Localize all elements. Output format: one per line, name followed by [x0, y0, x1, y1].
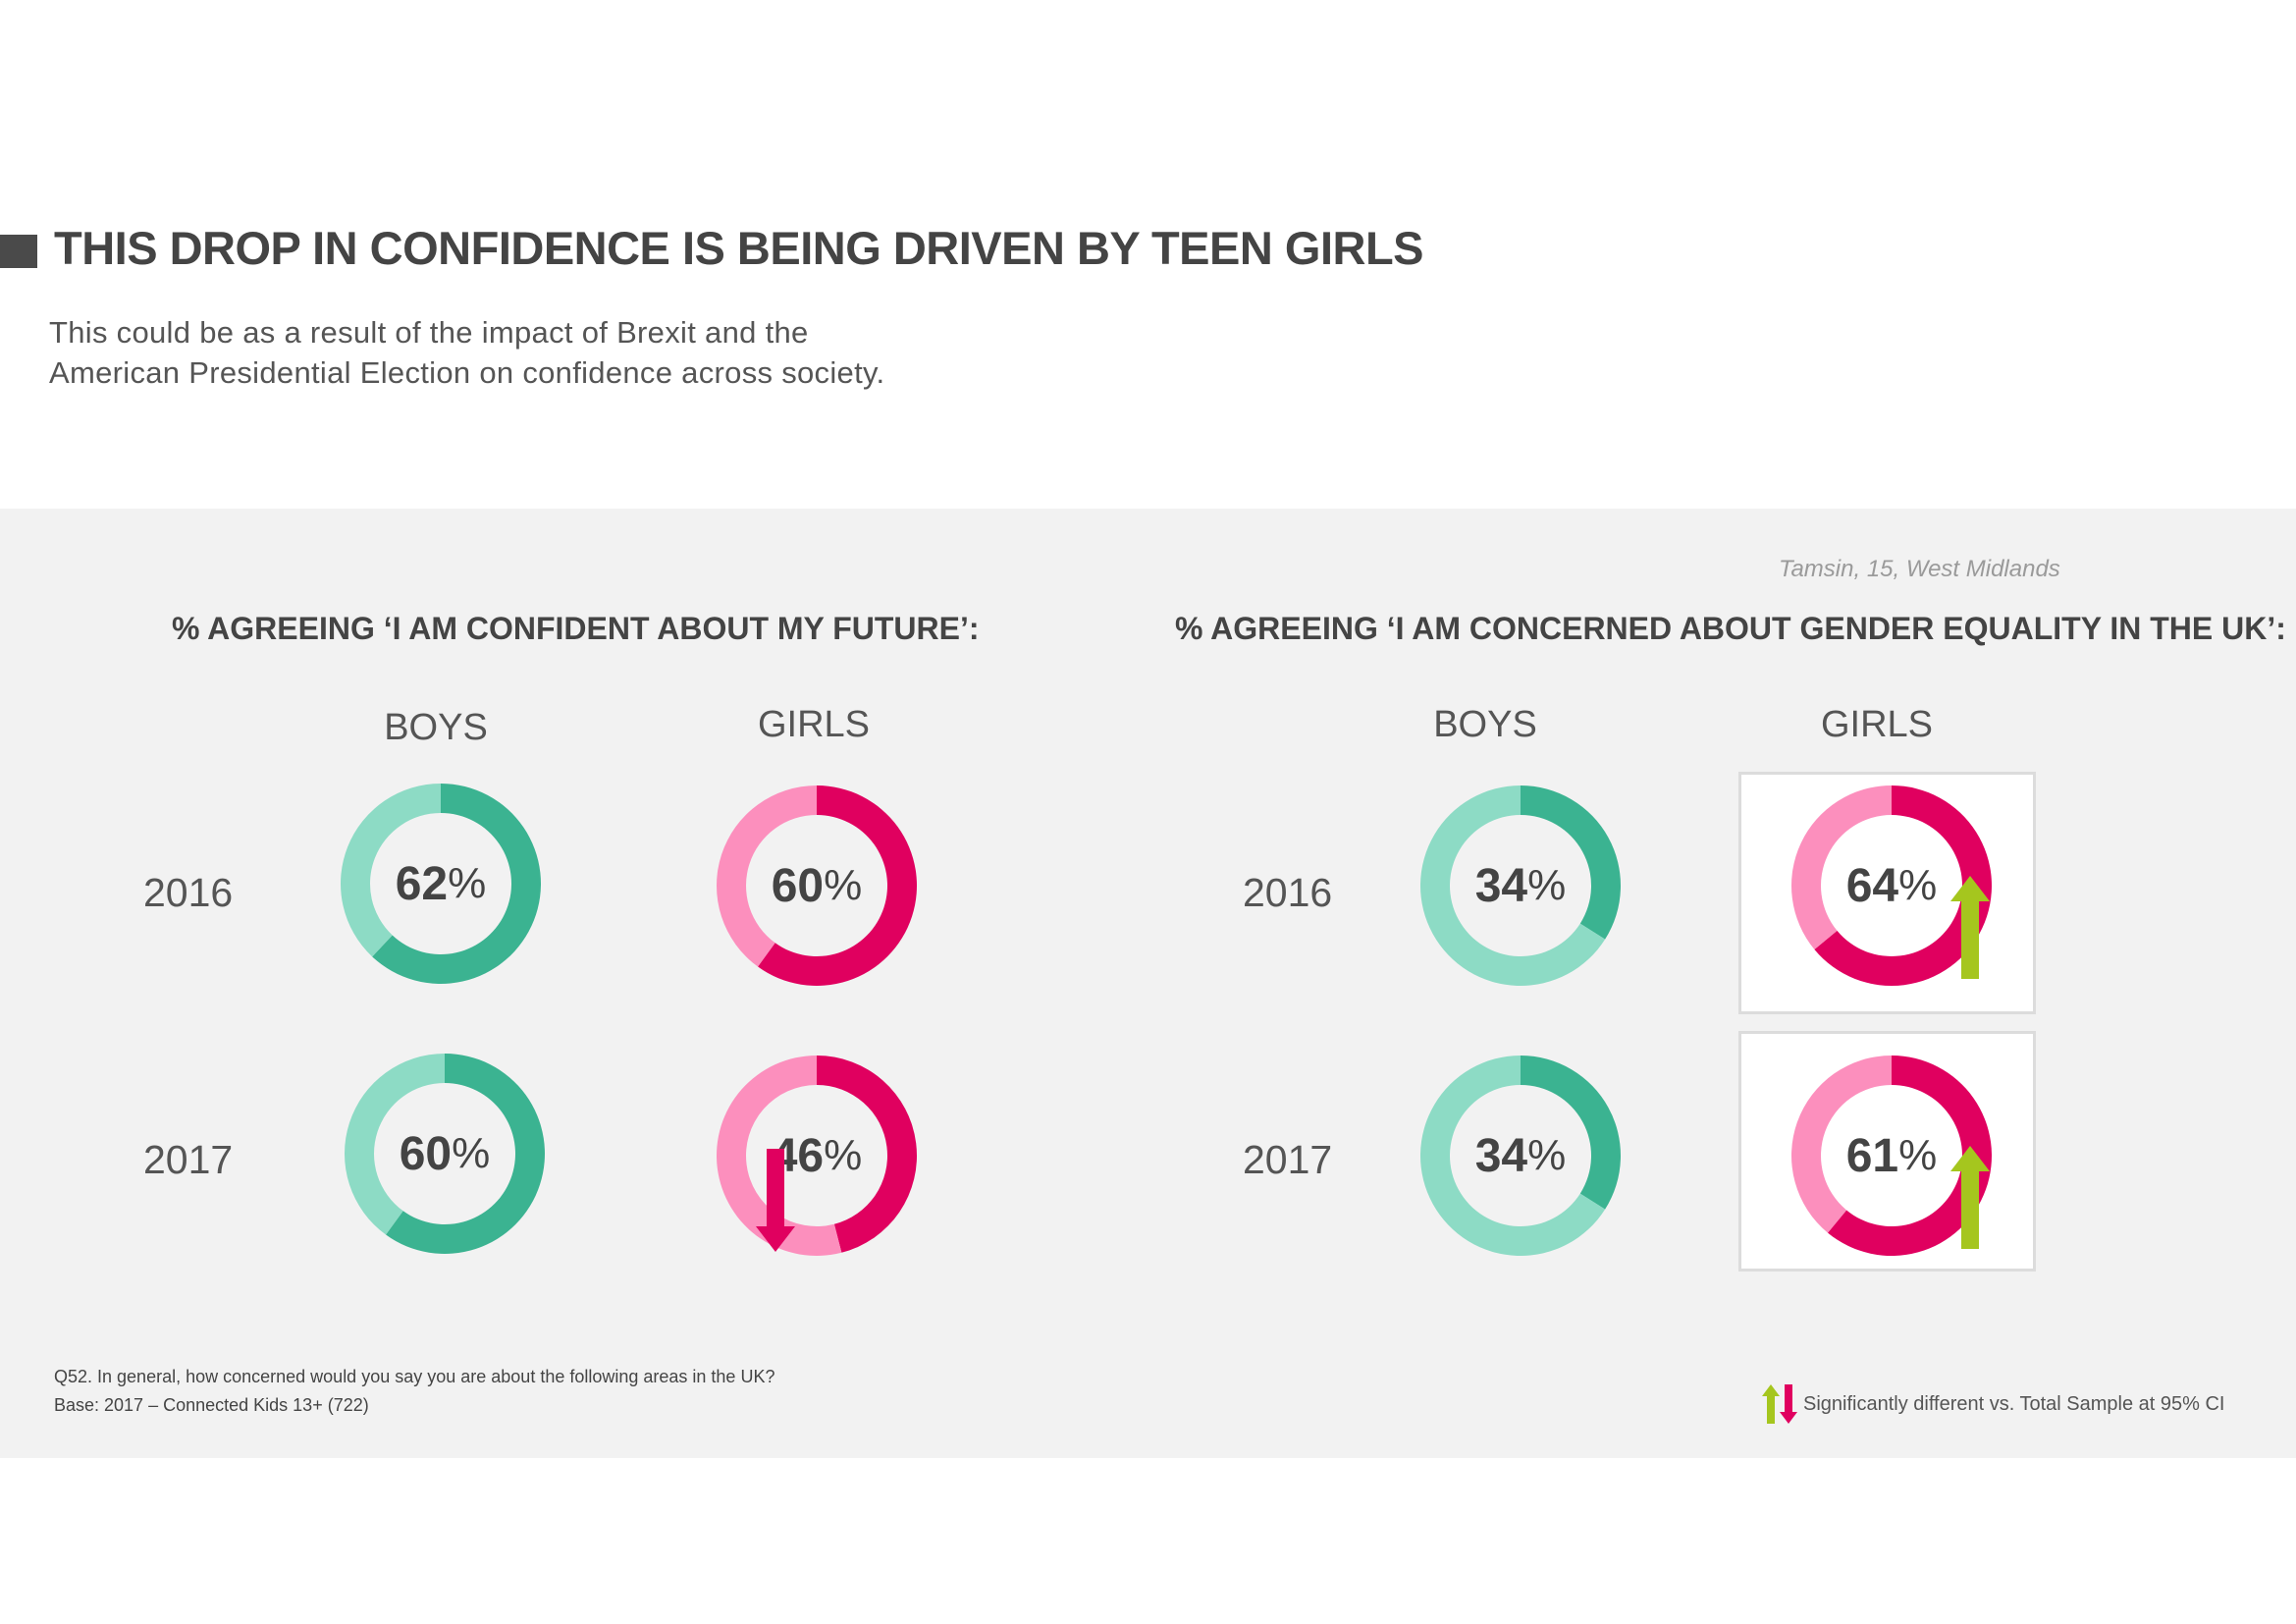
legend-down-arrow: [1780, 1384, 1797, 1424]
footnote-base: Base: 2017 – Connected Kids 13+ (722): [54, 1395, 369, 1415]
donut-unit: %: [448, 859, 487, 907]
donut-svg: [717, 1056, 918, 1256]
significance-legend: Significantly different vs. Total Sample…: [1762, 1384, 2224, 1424]
donut-boys-2016: 34%: [1417, 783, 1624, 989]
subtitle-line-2: American Presidential Election on confid…: [49, 355, 885, 390]
donut-slice-remainder: [717, 785, 817, 967]
significance-up-arrow: [1950, 1146, 1990, 1249]
donut-value: 34: [1474, 859, 1528, 912]
donut-girls-2017: 46%: [714, 1053, 920, 1259]
arrow-shape: [1950, 1146, 1990, 1249]
donut-unit: %: [1527, 1131, 1567, 1179]
chart-2-row-2017: 2017: [1243, 1137, 1333, 1182]
donut-boys-2016: 62%: [338, 781, 544, 987]
donut-value: 34: [1474, 1129, 1528, 1182]
donut-value-label: 46%: [714, 1053, 920, 1259]
donut-svg: [345, 1054, 545, 1254]
donut-value-label: 64%: [1789, 783, 1995, 989]
arrow-shape: [1950, 876, 1990, 979]
chart-2-row-2016: 2016: [1243, 870, 1333, 915]
donut-slice-value: [1814, 785, 1992, 986]
donut-svg: [717, 785, 917, 986]
donut-svg: [1791, 785, 1992, 986]
donut-boys-2017: 60%: [342, 1051, 548, 1257]
donut-slice-remainder: [345, 1054, 445, 1235]
significance-arrows-icon: [1762, 1384, 1797, 1424]
donut-slice-remainder: [1791, 1056, 1892, 1233]
donut-slice-value: [758, 785, 917, 986]
donut-slice-remainder: [341, 784, 441, 957]
donut-unit: %: [452, 1129, 491, 1177]
page-subtitle: This could be as a result of the impact …: [49, 312, 884, 393]
chart-2-col-boys: BOYS: [1433, 704, 1537, 745]
chart-2-title: % AGREEING ‘I AM CONCERNED ABOUT GENDER …: [1175, 611, 2286, 646]
chart-1-row-2016: 2016: [143, 870, 234, 915]
donut-unit: %: [1898, 1131, 1938, 1179]
donut-slice-value: [817, 1056, 918, 1253]
donut-girls-2016: 64%: [1789, 783, 1995, 989]
donut-slice-value: [1521, 785, 1621, 940]
significance-down-arrow: [756, 1149, 795, 1252]
donut-slice-remainder: [1420, 785, 1606, 986]
donut-svg: [341, 784, 541, 984]
donut-unit: %: [824, 1131, 863, 1179]
donut-slice-value: [386, 1054, 545, 1254]
donut-slice-value: [372, 784, 541, 984]
donut-boys-2017: 34%: [1417, 1053, 1624, 1259]
quote-attribution: Tamsin, 15, West Midlands: [1779, 556, 2060, 582]
donut-value: 61: [1845, 1129, 1899, 1182]
donut-unit: %: [824, 861, 863, 909]
footnote-question: Q52. In general, how concerned would you…: [54, 1367, 775, 1386]
donut-girls-2016: 60%: [714, 783, 920, 989]
page-title: THIS DROP IN CONFIDENCE IS BEING DRIVEN …: [54, 222, 1424, 274]
arrow-shape: [756, 1149, 795, 1252]
donut-svg: [1420, 785, 1621, 986]
chart-1-row-2017: 2017: [143, 1137, 234, 1182]
donut-value-label: 61%: [1789, 1053, 1995, 1259]
title-marker: [0, 235, 37, 268]
donut-value-label: 34%: [1417, 1053, 1624, 1259]
legend-text: Significantly different vs. Total Sample…: [1803, 1392, 2225, 1415]
donut-value-label: 60%: [714, 783, 920, 989]
donut-value-label: 34%: [1417, 783, 1624, 989]
donut-slice-remainder: [1791, 785, 1892, 950]
chart-1-col-boys: BOYS: [384, 707, 488, 748]
donut-slice-value: [1521, 1056, 1621, 1210]
donut-value: 62: [395, 857, 449, 910]
donut-value: 60: [771, 859, 825, 912]
donut-value-label: 60%: [342, 1051, 548, 1257]
donut-value: 60: [399, 1127, 453, 1180]
chart-1-title: % AGREEING ‘I AM CONFIDENT ABOUT MY FUTU…: [172, 611, 980, 646]
chart-2-col-girls: GIRLS: [1820, 704, 1934, 745]
legend-up-arrow: [1762, 1384, 1780, 1424]
significance-up-arrow: [1950, 876, 1990, 979]
donut-slice-remainder: [717, 1056, 842, 1256]
donut-svg: [1791, 1056, 1992, 1256]
chart-1-col-girls: GIRLS: [757, 704, 871, 745]
donut-girls-2017: 61%: [1789, 1053, 1995, 1259]
donut-slice-value: [1827, 1056, 1992, 1256]
donut-value-label: 62%: [338, 781, 544, 987]
donut-slice-remainder: [1420, 1056, 1606, 1256]
donut-unit: %: [1898, 861, 1938, 909]
subtitle-line-1: This could be as a result of the impact …: [49, 315, 809, 350]
donut-svg: [1420, 1056, 1621, 1256]
donut-value: 64: [1845, 859, 1899, 912]
donut-unit: %: [1527, 861, 1567, 909]
